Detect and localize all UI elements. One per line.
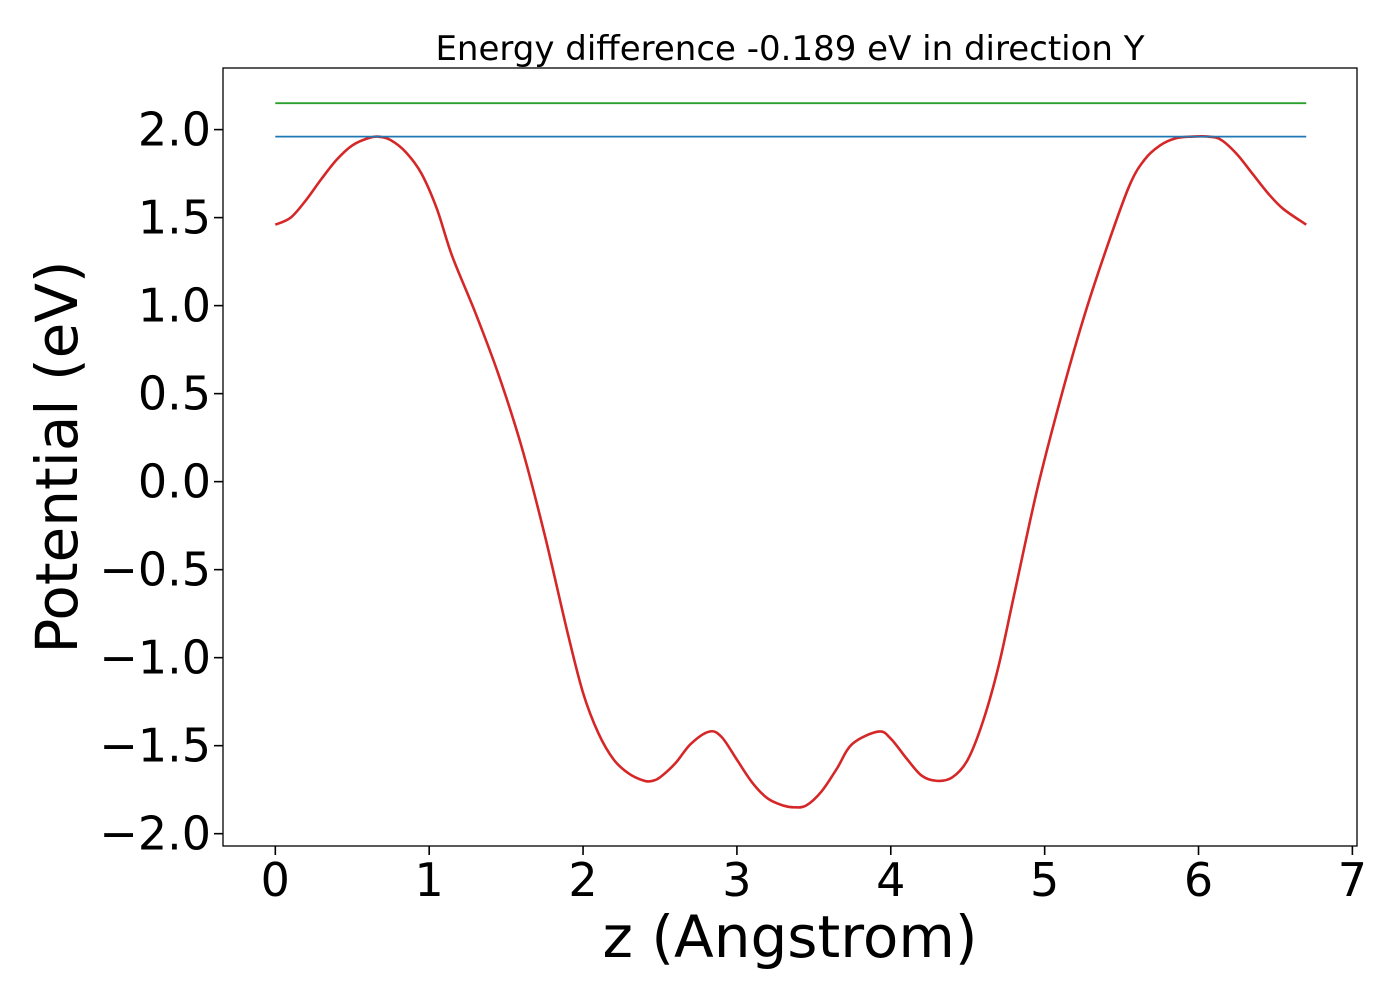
x-tick-label: 6: [1184, 853, 1213, 907]
y-axis-label: Potential (eV): [23, 260, 91, 653]
y-tick-label: 1.5: [138, 191, 211, 245]
x-tick-label: 0: [261, 853, 290, 907]
y-tick-label: 0.0: [138, 455, 211, 509]
chart-title: Energy difference -0.189 eV in direction…: [435, 29, 1144, 69]
x-tick-label: 3: [722, 853, 751, 907]
series-line-0: [274, 135, 1307, 809]
y-tick-label: −0.5: [99, 543, 211, 597]
y-tick-label: 1.0: [138, 279, 211, 333]
x-axis-label: z (Angstrom): [603, 903, 978, 971]
x-tick-label: 1: [415, 853, 444, 907]
y-tick-label: −1.5: [99, 719, 211, 773]
y-tick-label: 0.5: [138, 367, 211, 421]
plot-frame: [222, 67, 1358, 847]
y-tick-label: −1.0: [99, 631, 211, 685]
x-tick-label: 2: [568, 853, 597, 907]
x-tick-label: 5: [1030, 853, 1059, 907]
y-tick-label: 2.0: [138, 103, 211, 157]
y-axis-ticks: −2.0 −1.5 −1.0 −0.5 0.0 0.5 1.0 1.5 2.0: [99, 103, 223, 861]
x-tick-label: 4: [876, 853, 905, 907]
x-axis-ticks: 0 1 2 3 4 5 6 7: [261, 846, 1367, 907]
series-layer: [274, 102, 1307, 809]
x-tick-label: 7: [1338, 853, 1367, 907]
y-tick-label: −2.0: [99, 807, 211, 861]
